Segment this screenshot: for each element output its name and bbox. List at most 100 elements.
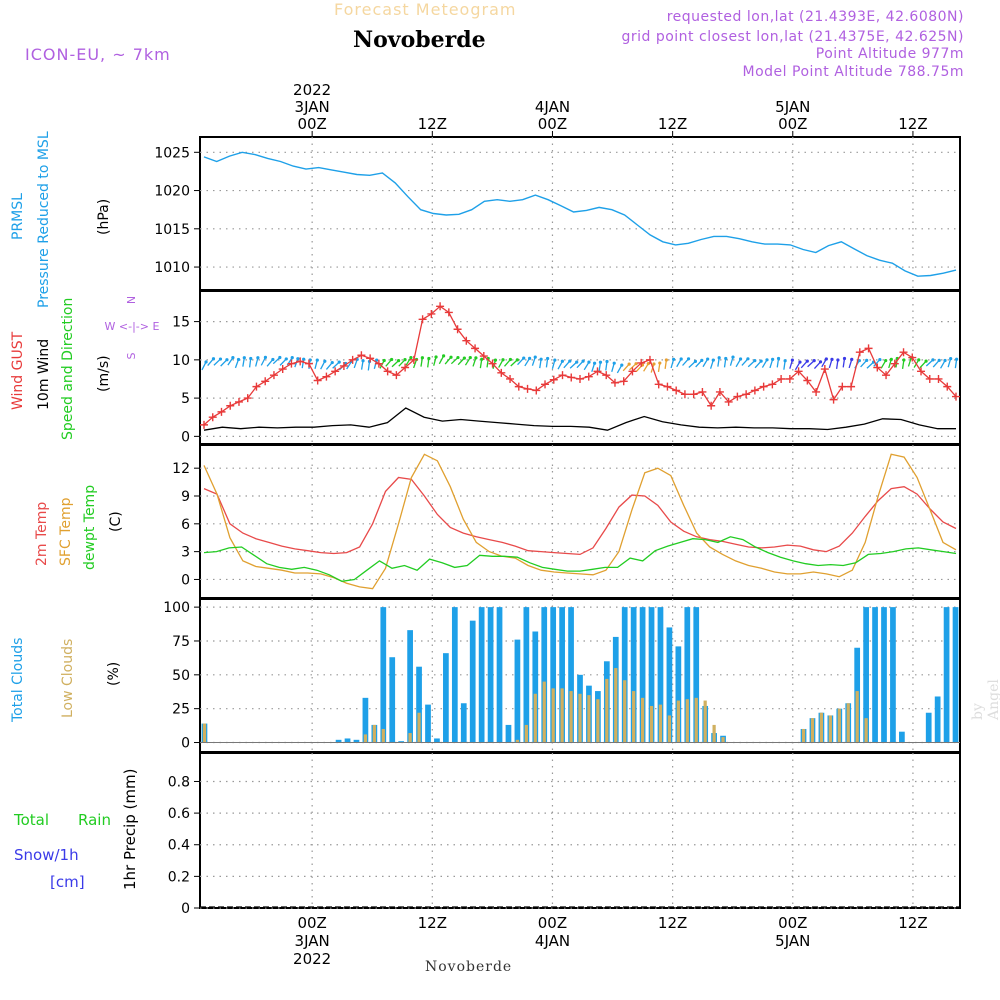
wind-arrow-head <box>528 356 532 360</box>
gust-marker <box>357 351 366 360</box>
wind-arrow-head <box>592 361 597 365</box>
wind-arrow-head <box>204 360 208 364</box>
bottom-time-label: 12Z <box>658 914 687 932</box>
gust-marker <box>506 374 515 383</box>
total-cloud-bar <box>675 646 682 743</box>
wind-arrow-head <box>330 360 334 365</box>
wind-arrow-head <box>620 363 624 367</box>
wind-arrow-head <box>225 358 229 362</box>
total-cloud-bar <box>434 738 440 743</box>
low-cloud-bar <box>837 708 841 743</box>
wind-arrow-head <box>522 356 526 360</box>
gust-marker <box>252 382 261 391</box>
top-time-label: 00Z <box>778 115 807 133</box>
wind-arrow-head <box>474 356 478 360</box>
total-cloud-bar <box>532 631 539 743</box>
total-cloud-bar <box>657 607 664 743</box>
wind-arrow-head <box>263 355 268 359</box>
wind-label-10m: 10m Wind <box>36 339 52 410</box>
wind-arrow-head <box>937 358 941 362</box>
gust-marker <box>698 387 707 396</box>
wind-arrow-head <box>672 357 676 361</box>
gust-marker <box>392 371 401 380</box>
wind-arrow-head <box>924 359 928 363</box>
footer-station: Novoberde <box>425 959 513 975</box>
gust-marker <box>558 371 567 380</box>
gust-marker <box>733 392 742 401</box>
gust-marker <box>724 397 733 406</box>
top-time-label: 5JAN <box>775 98 810 116</box>
gust-marker <box>899 348 908 357</box>
gust-marker <box>523 384 532 393</box>
low-cloud-bar <box>417 712 421 743</box>
total-cloud-bar <box>478 607 485 743</box>
sfc-temp-line <box>203 453 957 590</box>
pressure-unit: (hPa) <box>96 199 112 235</box>
cloud-label-total: Total Clouds <box>10 638 26 723</box>
low-cloud-bar <box>632 691 636 743</box>
temp-label-2m: 2m Temp <box>34 502 50 566</box>
total-cloud-bar <box>550 607 557 743</box>
low-cloud-bar <box>533 693 537 743</box>
gust-marker <box>322 372 331 381</box>
gust-marker <box>488 359 497 368</box>
wind-arrow-head <box>949 356 953 361</box>
gust-marker <box>269 371 278 380</box>
gust-marker <box>759 382 768 391</box>
low-cloud-bar <box>703 700 707 743</box>
gust-marker <box>934 374 943 383</box>
total-cloud-bar <box>890 607 896 743</box>
precip-legend-snow: Snow/1h <box>14 846 79 864</box>
bottom-time-label: 12Z <box>418 914 447 932</box>
wind-arrow-head <box>539 357 543 361</box>
gust-marker <box>304 359 313 368</box>
low-cloud-bar <box>605 678 609 743</box>
gust-marker <box>707 401 716 410</box>
wind-arrow-head <box>575 360 579 364</box>
total-cloud-bar <box>952 607 959 743</box>
wind-arrow-head <box>717 356 721 360</box>
wind-arrow-head <box>812 359 816 363</box>
gust-marker <box>855 348 864 357</box>
gust-marker <box>628 367 637 376</box>
gust-marker <box>742 390 751 399</box>
total-cloud-bar <box>353 739 360 743</box>
ytick-label-temp: 6 <box>181 517 190 533</box>
wind-arrow-head <box>753 359 757 363</box>
wind-arrow-head <box>442 354 446 358</box>
ytick-label-clouds: 25 <box>172 702 190 718</box>
gust-marker <box>331 367 340 376</box>
wind-arrow-head <box>456 355 460 360</box>
gust-marker <box>514 382 523 391</box>
low-cloud-bar <box>855 691 859 743</box>
wind-arrow-head <box>889 357 893 361</box>
wind-label-gust: Wind GUST <box>10 331 26 410</box>
bottom-time-label: 4JAN <box>535 932 570 950</box>
ytick-label-pressure: 1020 <box>154 184 190 200</box>
low-cloud-bar <box>828 715 832 743</box>
cloud-unit: (%) <box>106 662 122 686</box>
gust-marker <box>645 355 654 364</box>
gust-marker <box>908 353 917 362</box>
wind-arrow-head <box>587 360 591 364</box>
gust-marker <box>278 365 287 374</box>
dewpt-line <box>203 536 957 582</box>
model-altitude: Model Point Altitude 788.75m <box>742 64 964 80</box>
gust-marker <box>287 359 296 368</box>
gust-marker <box>374 359 383 368</box>
gust-marker <box>584 372 593 381</box>
gust-marker <box>890 359 899 368</box>
wind-arrow-head <box>390 357 394 362</box>
wind-label-speed-dir: Speed and Direction <box>60 298 76 440</box>
low-cloud-bar <box>819 712 824 743</box>
low-cloud-bar <box>712 724 716 743</box>
wind-arrow-head <box>850 357 854 361</box>
ytick-label-wind: 5 <box>181 391 190 407</box>
pressure-label-prmsl: PRMSL <box>10 193 26 240</box>
gust-marker <box>812 387 821 396</box>
wind-arrow-head <box>818 360 823 364</box>
panel-frame-precip <box>199 752 961 909</box>
gust-marker <box>339 361 348 370</box>
wind-arrow-head <box>315 358 319 362</box>
gust-marker <box>208 413 217 422</box>
